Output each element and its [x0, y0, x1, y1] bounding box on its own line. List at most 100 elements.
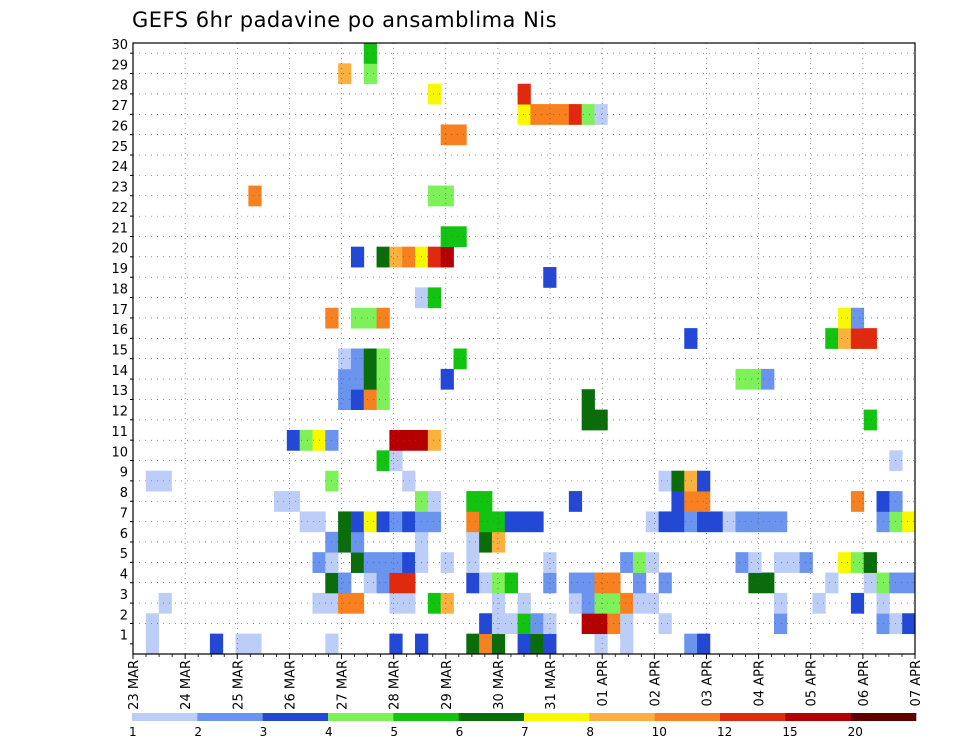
y-tick-label: 29: [111, 58, 128, 73]
heatmap-cell: [735, 552, 749, 573]
heatmap-cell: [389, 552, 403, 573]
y-tick-label: 3: [120, 588, 128, 603]
y-tick-label: 12: [111, 405, 128, 420]
heatmap-cell: [491, 613, 506, 635]
y-tick-label: 30: [111, 38, 128, 53]
x-tick-label: 02 APR: [648, 660, 663, 706]
x-tick-label: 24 MAR: [179, 660, 194, 710]
legend-swatch: [850, 713, 917, 721]
y-tick-label: 19: [111, 262, 128, 277]
heatmap-cell: [671, 470, 685, 492]
heatmap-cell: [543, 572, 557, 594]
x-tick-label: 06 APR: [857, 660, 872, 706]
heatmap-cell: [427, 511, 442, 533]
heatmap-cell: [376, 511, 390, 533]
x-tick-label: 31 MAR: [544, 660, 559, 710]
heatmap-cell: [517, 511, 531, 533]
heatmap-cell: [466, 511, 480, 533]
y-tick-label: 23: [111, 181, 128, 196]
heatmap-cell: [568, 572, 583, 594]
heatmap-cell: [402, 511, 416, 533]
heatmap-cell: [363, 63, 377, 85]
x-axis: 23 MAR 24 MAR 25 MAR 26 MAR 27 MAR 28 MAR 29 M…: [127, 654, 924, 710]
legend-swatch: [262, 713, 329, 721]
heatmap-cell: [530, 633, 544, 655]
heatmap-cell: [748, 511, 762, 533]
heatmap-cell: [773, 613, 788, 635]
heatmap-cell: [338, 511, 352, 533]
heatmap-cell: [863, 409, 877, 431]
heatmap-cell: [748, 572, 762, 594]
heatmap-cell: [773, 552, 788, 573]
heatmap-cell: [748, 552, 762, 573]
x-tick-label: 30 MAR: [492, 660, 507, 710]
heatmap-cell: [812, 592, 826, 614]
y-tick-label: 9: [120, 466, 128, 481]
heatmap-cell: [350, 531, 365, 553]
heatmap-cell: [402, 429, 416, 451]
heatmap-cell: [620, 592, 634, 614]
heatmap-cell: [658, 470, 672, 492]
heatmap-cell: [632, 572, 647, 594]
heatmap-cell: [491, 511, 506, 533]
heatmap-cell: [491, 633, 506, 655]
heatmap-cell: [543, 552, 557, 573]
heatmap-cell: [363, 368, 377, 390]
y-tick-label: 14: [111, 364, 128, 379]
legend-swatch: [589, 713, 655, 721]
heatmap-cell: [517, 613, 531, 635]
heatmap-cell: [415, 633, 429, 655]
heatmap-cell: [581, 572, 595, 594]
color-legend: 1 2 3 4 5 6 7 8 10 12 15 20: [129, 713, 917, 739]
heatmap-cell: [350, 348, 365, 370]
heatmap-cell: [645, 552, 660, 573]
heatmap-cell: [684, 328, 698, 349]
legend-swatch: [132, 713, 198, 721]
heatmap-cell: [491, 572, 506, 594]
y-tick-label: 17: [111, 303, 128, 318]
heatmap-cell: [389, 246, 403, 268]
heatmap-cell: [402, 592, 416, 614]
heatmap-cell: [581, 592, 595, 614]
heatmap-cell: [645, 511, 660, 533]
heatmap-cell: [466, 531, 480, 553]
y-tick-label: 13: [111, 384, 128, 399]
heatmap-cell: [838, 552, 852, 573]
heatmap-cell: [440, 552, 454, 573]
heatmap-cell: [517, 104, 531, 125]
heatmap-cell: [376, 307, 390, 329]
heatmap-cell: [389, 429, 403, 451]
heatmap-cell: [389, 511, 403, 533]
heatmap-cell: [543, 267, 557, 288]
y-tick-label: 4: [120, 568, 128, 583]
legend-label: 10: [652, 725, 667, 739]
heatmap-cell: [440, 592, 454, 614]
heatmap-cell: [389, 572, 403, 594]
x-tick-label: 04 APR: [753, 660, 768, 706]
heatmap-cell: [376, 348, 390, 370]
heatmap-cell: [748, 368, 762, 390]
heatmap-cell: [466, 572, 480, 594]
heatmap-cell: [735, 511, 749, 533]
legend-swatch: [458, 713, 525, 721]
y-tick-label: 1: [120, 629, 128, 644]
heatmap-cell: [325, 633, 339, 655]
legend-label: 6: [456, 725, 464, 739]
heatmap-cell: [825, 572, 839, 594]
heatmap-cell: [363, 389, 377, 410]
legend-label: 5: [390, 725, 398, 739]
legend-label: 2: [194, 725, 202, 739]
legend-label: 1: [129, 725, 137, 739]
legend-swatch: [720, 713, 786, 721]
y-tick-label: 10: [111, 445, 128, 460]
heatmap-cell: [863, 328, 877, 349]
heatmap-cell: [632, 552, 647, 573]
heatmap-cell: [427, 287, 442, 309]
heatmap-cell: [389, 450, 403, 472]
heatmap-cell: [671, 491, 685, 512]
heatmap-cell: [863, 572, 877, 594]
heatmap-cell: [761, 572, 775, 594]
heatmap-cell: [350, 511, 365, 533]
heatmap-cell: [466, 633, 480, 655]
heatmap-cell: [479, 531, 493, 553]
